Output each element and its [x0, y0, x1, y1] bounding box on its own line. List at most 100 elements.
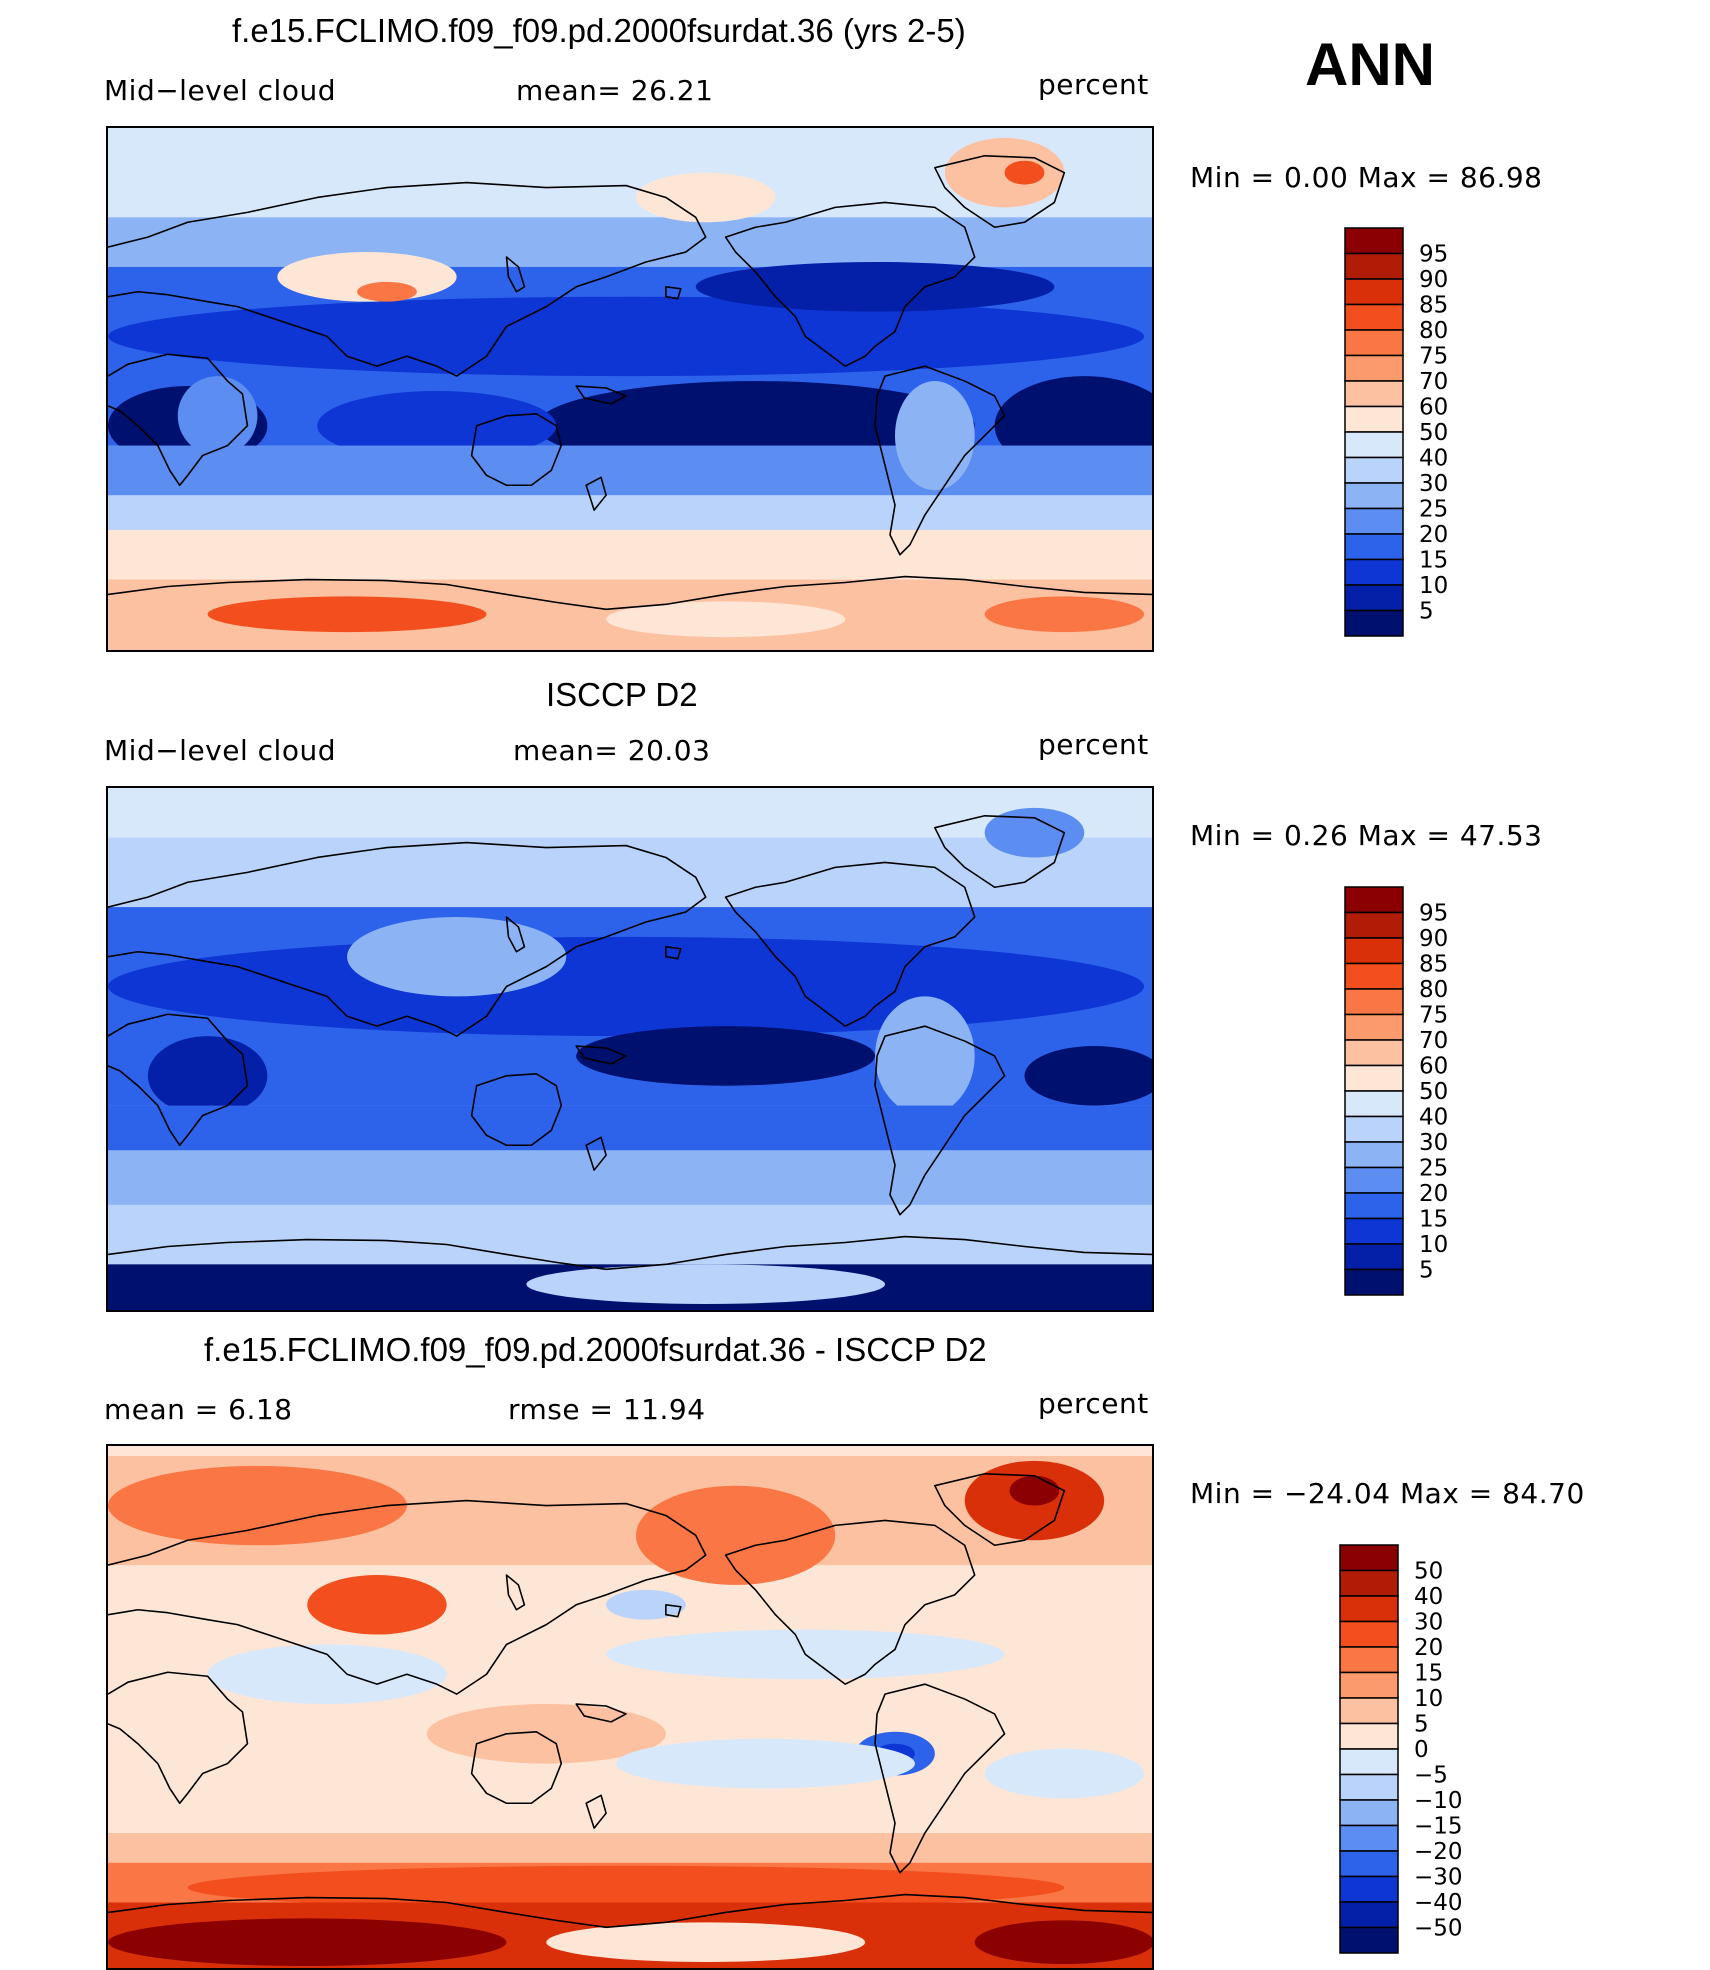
colorbar-2-tick-label: 60 — [1419, 1054, 1448, 1080]
colorbar-2-tick-label: 50 — [1419, 1079, 1448, 1105]
colorbar-1-swatch — [1344, 533, 1404, 561]
panel-3-title: f.e15.FCLIMO.f09_f09.pd.2000fsurdat.36 -… — [204, 1331, 987, 1368]
colorbar-1-swatch — [1344, 584, 1404, 612]
panel-2-colorbar: 95 90 85 80 75 70 60 50 40 30 25 20 15 10 5 — [1340, 886, 1500, 1302]
colorbar-3-swatch — [1339, 1569, 1399, 1597]
colorbar-1-tick-label: 80 — [1419, 318, 1448, 344]
colorbar-1-swatch — [1344, 252, 1404, 280]
colorbar-1-tick-label: 90 — [1419, 267, 1448, 293]
colorbar-1-tick-label: 50 — [1419, 420, 1448, 446]
colorbar-1-tick-label: 95 — [1419, 242, 1448, 268]
colorbar-2-tick-label: 90 — [1419, 926, 1448, 952]
panel-2-contour-fill — [108, 788, 1152, 1310]
colorbar-3-tick-label: −20 — [1414, 1839, 1463, 1865]
colorbar-1-swatch — [1344, 456, 1404, 484]
colorbar-2-tick-label: 70 — [1419, 1028, 1448, 1054]
panel-1-mean-label: mean= 26.21 — [516, 74, 714, 107]
colorbar-1-swatch — [1344, 558, 1404, 586]
colorbar-3-swatch — [1339, 1901, 1399, 1929]
panel-3-coastlines — [108, 1472, 1152, 1929]
colorbar-2-swatch — [1344, 1192, 1404, 1220]
colorbar-3-tick-label: 50 — [1414, 1559, 1443, 1585]
colorbar-1-tick-label: 5 — [1419, 599, 1434, 625]
colorbar-1-swatch — [1344, 609, 1404, 637]
colorbar-3-tick-label: 10 — [1414, 1686, 1443, 1712]
colorbar-3-swatch — [1339, 1850, 1399, 1878]
colorbar-3-swatch — [1339, 1544, 1399, 1572]
colorbar-3-tick-label: 20 — [1414, 1635, 1443, 1661]
colorbar-1-tick-label: 85 — [1419, 293, 1448, 319]
colorbar-1-swatch — [1344, 303, 1404, 331]
colorbar-1-swatch — [1344, 482, 1404, 510]
colorbar-3-tick-label: −10 — [1414, 1788, 1463, 1814]
colorbar-3-swatch — [1339, 1722, 1399, 1750]
colorbar-1-tick-label: 25 — [1419, 497, 1448, 523]
panel-2-map — [106, 786, 1154, 1312]
colorbar-3-tick-label: 30 — [1414, 1610, 1443, 1636]
colorbar-2-swatch — [1344, 988, 1404, 1016]
panel-1-min-max: Min = 0.00 Max = 86.98 — [1190, 161, 1543, 194]
panel-3-min-max: Min = −24.04 Max = 84.70 — [1190, 1477, 1585, 1510]
colorbar-3-tick-label: −50 — [1414, 1916, 1463, 1942]
panel-1-variable-label: Mid−level cloud — [104, 74, 336, 107]
colorbar-3-tick-label: −5 — [1414, 1763, 1448, 1789]
colorbar-2-swatch — [1344, 1090, 1404, 1118]
colorbar-1-swatch — [1344, 354, 1404, 382]
panel-2-min-max: Min = 0.26 Max = 47.53 — [1190, 819, 1543, 852]
colorbar-3-swatch — [1339, 1697, 1399, 1725]
panel-1-units-label: percent — [1038, 68, 1149, 101]
colorbar-3-tick-label: 40 — [1414, 1584, 1443, 1610]
colorbar-2-tick-label: 25 — [1419, 1156, 1448, 1182]
colorbar-2-tick-label: 75 — [1419, 1003, 1448, 1029]
colorbar-2-tick-label: 10 — [1419, 1232, 1448, 1258]
colorbar-3-tick-label: −30 — [1414, 1865, 1463, 1891]
colorbar-1-swatch — [1344, 227, 1404, 255]
panel-2-units-label: percent — [1038, 728, 1149, 761]
colorbar-3-swatch — [1339, 1773, 1399, 1801]
colorbar-2-tick-label: 5 — [1419, 1258, 1434, 1284]
colorbar-2-swatch — [1344, 1115, 1404, 1143]
colorbar-2-swatch — [1344, 886, 1404, 914]
colorbar-2-swatch — [1344, 1039, 1404, 1067]
colorbar-2-tick-label: 30 — [1419, 1130, 1448, 1156]
colorbar-1-swatch — [1344, 431, 1404, 459]
colorbar-1-swatch — [1344, 380, 1404, 408]
season-label: ANN — [1305, 31, 1435, 98]
colorbar-3-swatch — [1339, 1620, 1399, 1648]
colorbar-2-swatch — [1344, 1166, 1404, 1194]
panel-2-title: ISCCP D2 — [546, 676, 698, 713]
panel-1-colorbar: 95 90 85 80 75 70 60 50 40 30 25 20 15 10 5 — [1340, 227, 1500, 643]
colorbar-2-swatch — [1344, 1064, 1404, 1092]
panel-2-coastlines — [108, 814, 1152, 1271]
panel-1-map — [106, 126, 1154, 652]
colorbar-2-swatch — [1344, 1268, 1404, 1296]
colorbar-1-swatch — [1344, 329, 1404, 357]
colorbar-3-tick-label: 15 — [1414, 1661, 1443, 1687]
panel-3-contour-fill — [108, 1446, 1152, 1968]
colorbar-2-swatch — [1344, 937, 1404, 965]
colorbar-3-tick-label: 5 — [1414, 1712, 1429, 1738]
colorbar-2-tick-label: 85 — [1419, 952, 1448, 978]
colorbar-1-tick-label: 10 — [1419, 573, 1448, 599]
colorbar-2-swatch — [1344, 1013, 1404, 1041]
panel-1-contour-fill — [108, 128, 1152, 650]
panel-1-coastlines — [108, 154, 1152, 611]
colorbar-2-swatch — [1344, 1243, 1404, 1271]
colorbar-3-swatch — [1339, 1799, 1399, 1827]
colorbar-1-tick-label: 60 — [1419, 395, 1448, 421]
colorbar-2-tick-label: 95 — [1419, 901, 1448, 927]
colorbar-2-tick-label: 40 — [1419, 1105, 1448, 1131]
colorbar-2-tick-label: 15 — [1419, 1207, 1448, 1233]
colorbar-1-swatch — [1344, 278, 1404, 306]
colorbar-1-swatch — [1344, 405, 1404, 433]
colorbar-1-swatch — [1344, 507, 1404, 535]
panel-3-mean-label: mean = 6.18 — [104, 1393, 293, 1426]
colorbar-3-swatch — [1339, 1875, 1399, 1903]
panel-3-units-label: percent — [1038, 1387, 1149, 1420]
colorbar-2-swatch — [1344, 962, 1404, 990]
colorbar-3-swatch — [1339, 1748, 1399, 1776]
colorbar-1-tick-label: 40 — [1419, 446, 1448, 472]
colorbar-3-swatch — [1339, 1671, 1399, 1699]
colorbar-1-tick-label: 30 — [1419, 471, 1448, 497]
colorbar-3-tick-label: 0 — [1414, 1737, 1429, 1763]
